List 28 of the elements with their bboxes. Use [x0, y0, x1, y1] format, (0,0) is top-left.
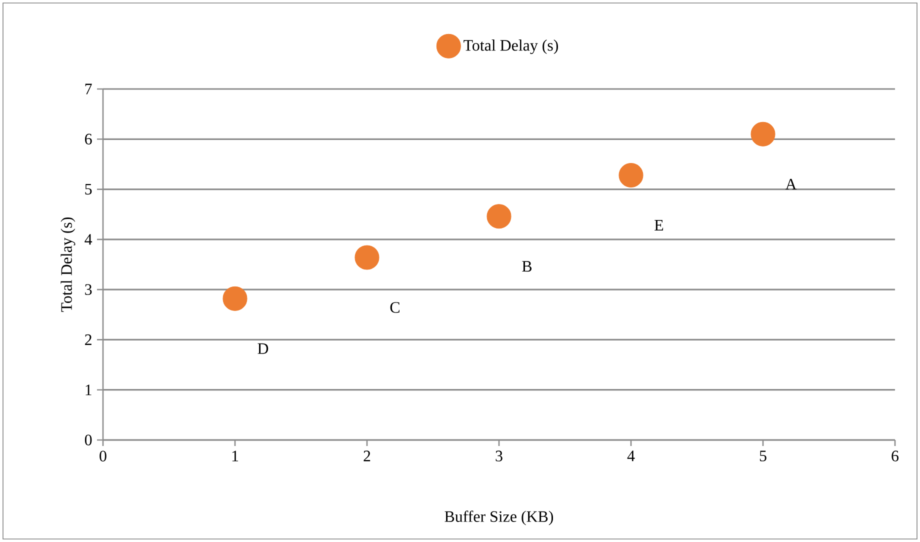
x-axis-title: Buffer Size (KB) [444, 510, 554, 526]
point [750, 122, 776, 146]
point [618, 162, 644, 188]
y-tick-label: 6 [85, 134, 92, 144]
legend-label: Total Delay (s) [464, 40, 558, 54]
y-tick-label: 1 [86, 384, 92, 396]
data-label: A [785, 178, 797, 190]
y-tick-label: 7 [85, 84, 92, 94]
y-tick-label: 4 [84, 234, 92, 245]
y-axis-title: Total Delay (s) [60, 218, 76, 312]
point [486, 204, 512, 229]
x-tick-label: 0 [100, 450, 106, 462]
x-tick-label: 2 [364, 450, 370, 462]
point [354, 245, 380, 270]
y-tick-label: 5 [85, 184, 92, 195]
data-label: E [654, 220, 664, 230]
x-tick-label: 3 [496, 450, 502, 462]
data-label: D [258, 343, 268, 354]
data-label: C [390, 302, 400, 313]
x-tick-label: 5 [760, 450, 766, 462]
point [222, 286, 248, 311]
x-tick-label: 6 [892, 450, 899, 462]
y-tick-label: 0 [84, 434, 92, 446]
x-tick-label: 1 [232, 450, 238, 462]
data-label: B [522, 261, 532, 272]
y-tick-label: 3 [85, 284, 92, 295]
x-tick-label: 4 [627, 450, 635, 462]
y-tick-label: 2 [85, 334, 92, 345]
